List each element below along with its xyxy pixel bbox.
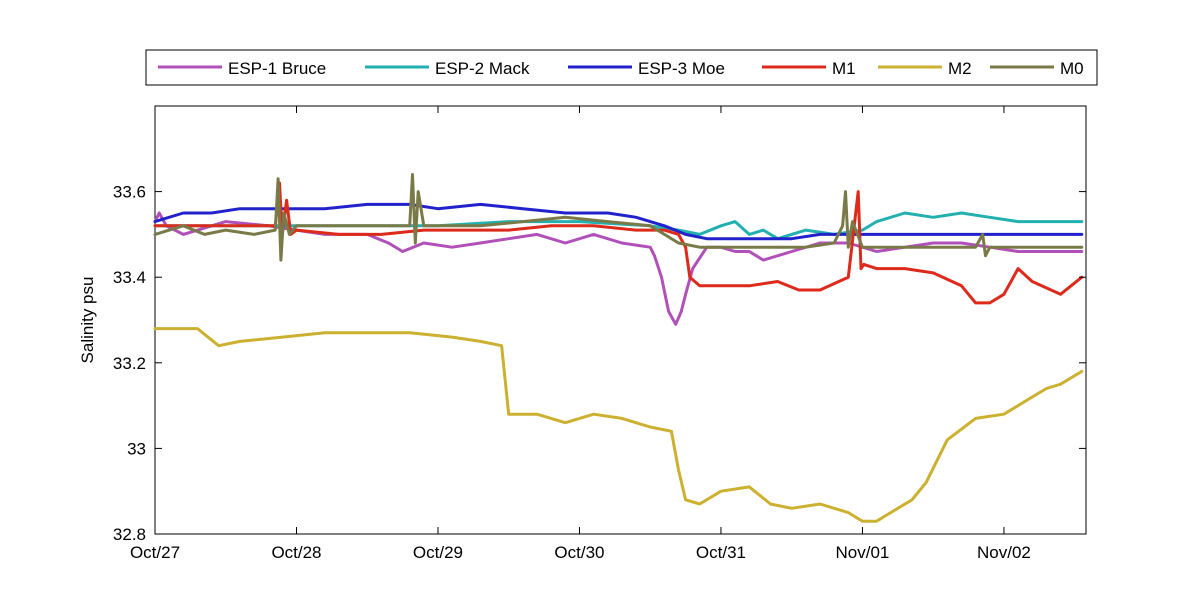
x-tick-label: Oct/30: [554, 543, 604, 562]
plot-area: [154, 105, 1087, 535]
x-tick-label: Oct/29: [413, 543, 463, 562]
legend-label: ESP-3 Moe: [638, 59, 725, 78]
x-axis: Oct/27 Oct/28 Oct/29 Oct/30 Oct/31 Nov/01 Nov/…: [130, 106, 1031, 562]
series-line-m0: [153, 173, 1084, 262]
y-tick-label: 33.4: [113, 268, 146, 287]
legend-label: M0: [1060, 59, 1084, 78]
legend: ESP-1 Bruce ESP-2 Mack ESP-3 Moe M1 M2 M0: [145, 49, 1098, 86]
x-tick-label: Oct/28: [271, 543, 321, 562]
x-tick-label: Nov/01: [836, 543, 890, 562]
y-axis-label: Salinity psu: [78, 277, 97, 364]
legend-label: ESP-2 Mack: [435, 59, 530, 78]
series-line-m1: [153, 181, 1084, 305]
legend-label: M2: [948, 59, 972, 78]
legend-label: ESP-1 Bruce: [228, 59, 326, 78]
x-tick-label: Nov/02: [977, 543, 1031, 562]
x-tick-label: Oct/27: [130, 543, 180, 562]
y-tick-label: 33: [127, 439, 146, 458]
y-tick-label: 32.8: [113, 525, 146, 544]
y-axis: 32.8 33 33.2 33.4 33.6: [113, 183, 1086, 544]
y-tick-label: 33.6: [113, 183, 146, 202]
y-tick-label: 33.2: [113, 354, 146, 373]
x-tick-label: Oct/31: [696, 543, 746, 562]
legend-label: M1: [832, 59, 856, 78]
series-layer: [153, 173, 1084, 523]
series-line-m2: [153, 327, 1084, 523]
